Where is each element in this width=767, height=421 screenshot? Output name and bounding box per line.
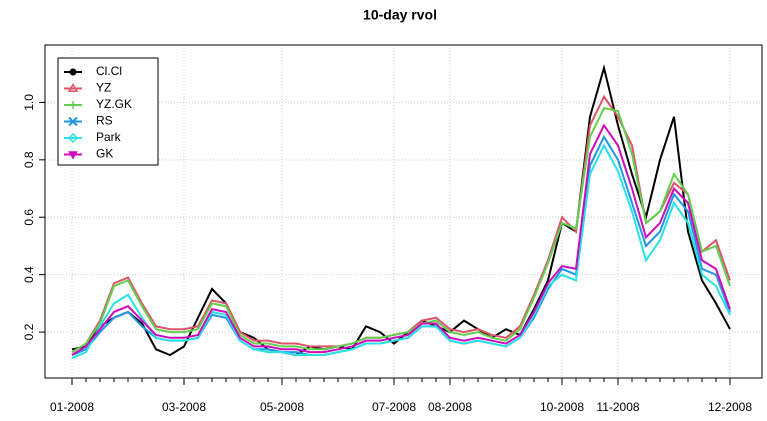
- y-tick-label: 1.0: [22, 94, 36, 111]
- x-tick-label: 03-2008: [162, 400, 206, 414]
- x-tick-label: 10-2008: [540, 400, 584, 414]
- legend-label: RS: [96, 114, 113, 128]
- x-tick-label: 01-2008: [50, 400, 94, 414]
- legend-marker: [67, 132, 79, 144]
- y-tick-label: 0.8: [22, 151, 36, 168]
- legend-label: Cl.Cl: [96, 64, 122, 78]
- series-line: [71, 107, 731, 354]
- series-line: [71, 123, 731, 356]
- legend-box: [57, 57, 159, 166]
- series-line: [71, 94, 731, 354]
- legend-label: YZ.GK: [96, 97, 132, 111]
- x-tick-label: 12-2008: [708, 400, 752, 414]
- legend-marker: [69, 101, 77, 109]
- series-line: [71, 64, 731, 357]
- series-line: [71, 143, 731, 359]
- legend-label: GK: [96, 147, 113, 161]
- x-tick-label: 08-2008: [428, 400, 472, 414]
- y-tick-label: 0.2: [22, 323, 36, 340]
- legend-marker: [68, 116, 78, 127]
- x-tick-label: 07-2008: [372, 400, 416, 414]
- y-tick-label: 0.4: [22, 266, 36, 283]
- legend-marker: [68, 151, 78, 160]
- chart-title: 10-day rvol: [363, 7, 437, 23]
- y-tick-label: 0.6: [22, 209, 36, 226]
- x-tick-label: 11-2008: [596, 400, 639, 414]
- legend-marker: [67, 83, 79, 93]
- x-tick-label: 05-2008: [260, 400, 304, 414]
- legend-marker: [69, 68, 77, 76]
- legend-label: Park: [96, 130, 122, 144]
- legend-label: YZ: [96, 81, 111, 95]
